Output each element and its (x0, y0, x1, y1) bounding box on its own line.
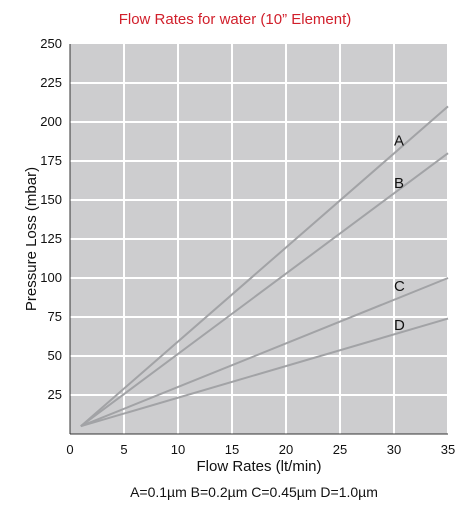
x-tick-label-5: 5 (120, 442, 127, 457)
x-tick-label-30: 30 (387, 442, 401, 457)
x-tick-label-15: 15 (225, 442, 239, 457)
series-labels: A B C D (394, 133, 405, 334)
y-tick-label-25: 25 (48, 387, 62, 402)
y-tick-label-150: 150 (40, 192, 62, 207)
series-line-c (80, 277, 449, 428)
x-tick-label-0: 0 (66, 442, 73, 457)
x-tick-label-10: 10 (171, 442, 185, 457)
x-tick-labels: 0 5 10 15 20 25 30 35 (66, 442, 455, 457)
series-label-b: B (394, 175, 404, 192)
y-tick-label-250: 250 (40, 36, 62, 51)
y-axis-label: Pressure Loss (mbar) (23, 167, 40, 311)
horizontal-gridlines (70, 82, 448, 396)
series-line-b (80, 152, 449, 428)
x-tick-label-25: 25 (333, 442, 347, 457)
series-label-c: C (394, 278, 405, 295)
series-label-d: D (394, 317, 405, 334)
x-axis-label: Flow Rates (lt/min) (196, 458, 321, 475)
y-tick-labels: 25 50 75 100 125 150 175 200 225 250 (40, 36, 62, 402)
x-tick-label-20: 20 (279, 442, 293, 457)
series-line-a (80, 105, 449, 427)
y-tick-label-75: 75 (48, 309, 62, 324)
series-line-d (80, 317, 449, 428)
series-lines (80, 105, 449, 428)
y-tick-label-50: 50 (48, 348, 62, 363)
x-tick-label-35: 35 (441, 442, 455, 457)
particle-size-legend-footnote: A=0.1µm B=0.2µm C=0.45µm D=1.0µm (130, 484, 378, 500)
chart-title: Flow Rates for water (10” Element) (119, 11, 352, 28)
series-label-a: A (394, 133, 404, 150)
y-tick-label-125: 125 (40, 231, 62, 246)
y-tick-label-225: 225 (40, 75, 62, 90)
y-tick-label-200: 200 (40, 114, 62, 129)
y-tick-label-100: 100 (40, 270, 62, 285)
y-tick-label-175: 175 (40, 153, 62, 168)
